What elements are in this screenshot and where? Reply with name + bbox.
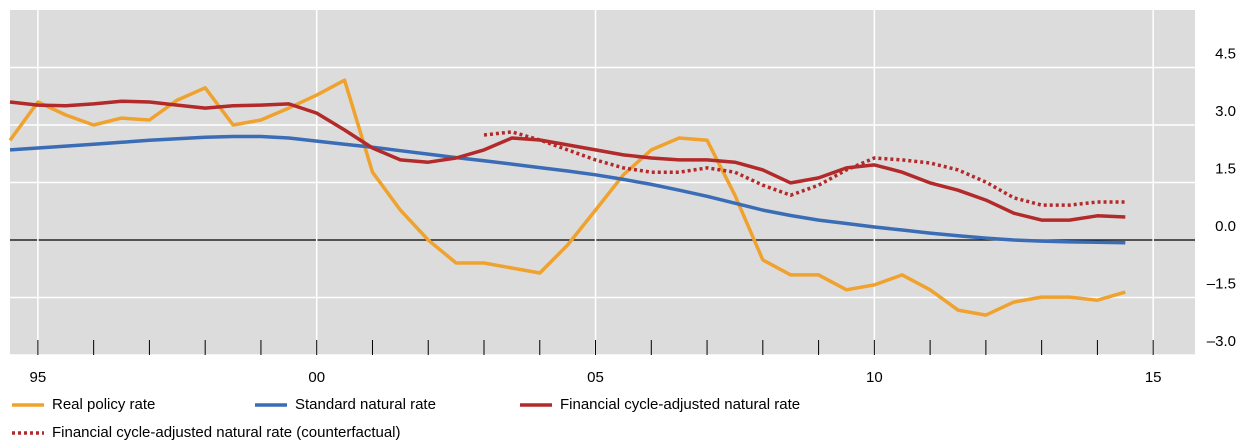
series-line [9, 134, 1126, 245]
y-tick-label: 4.5 [1215, 45, 1236, 62]
x-tick-label: 15 [1145, 369, 1162, 386]
legend-label: Real policy rate [52, 396, 155, 413]
x-tick-label: 05 [587, 369, 604, 386]
series-line [8, 78, 1126, 317]
y-tick-label: –1.5 [1207, 275, 1236, 292]
legend-label: Financial cycle-adjusted natural rate (c… [52, 424, 401, 441]
y-tick-label: 0.0 [1215, 218, 1236, 235]
x-tick-label: 10 [866, 369, 883, 386]
y-tick-label: 3.0 [1215, 103, 1236, 120]
legend-label: Financial cycle-adjusted natural rate [560, 396, 800, 413]
x-tick-label: 00 [308, 369, 325, 386]
y-tick-label: 1.5 [1215, 160, 1236, 177]
y-tick-label: –3.0 [1207, 333, 1236, 350]
series-line [9, 99, 1126, 222]
legend-label: Standard natural rate [295, 396, 436, 413]
x-tick-label: 95 [30, 369, 47, 386]
